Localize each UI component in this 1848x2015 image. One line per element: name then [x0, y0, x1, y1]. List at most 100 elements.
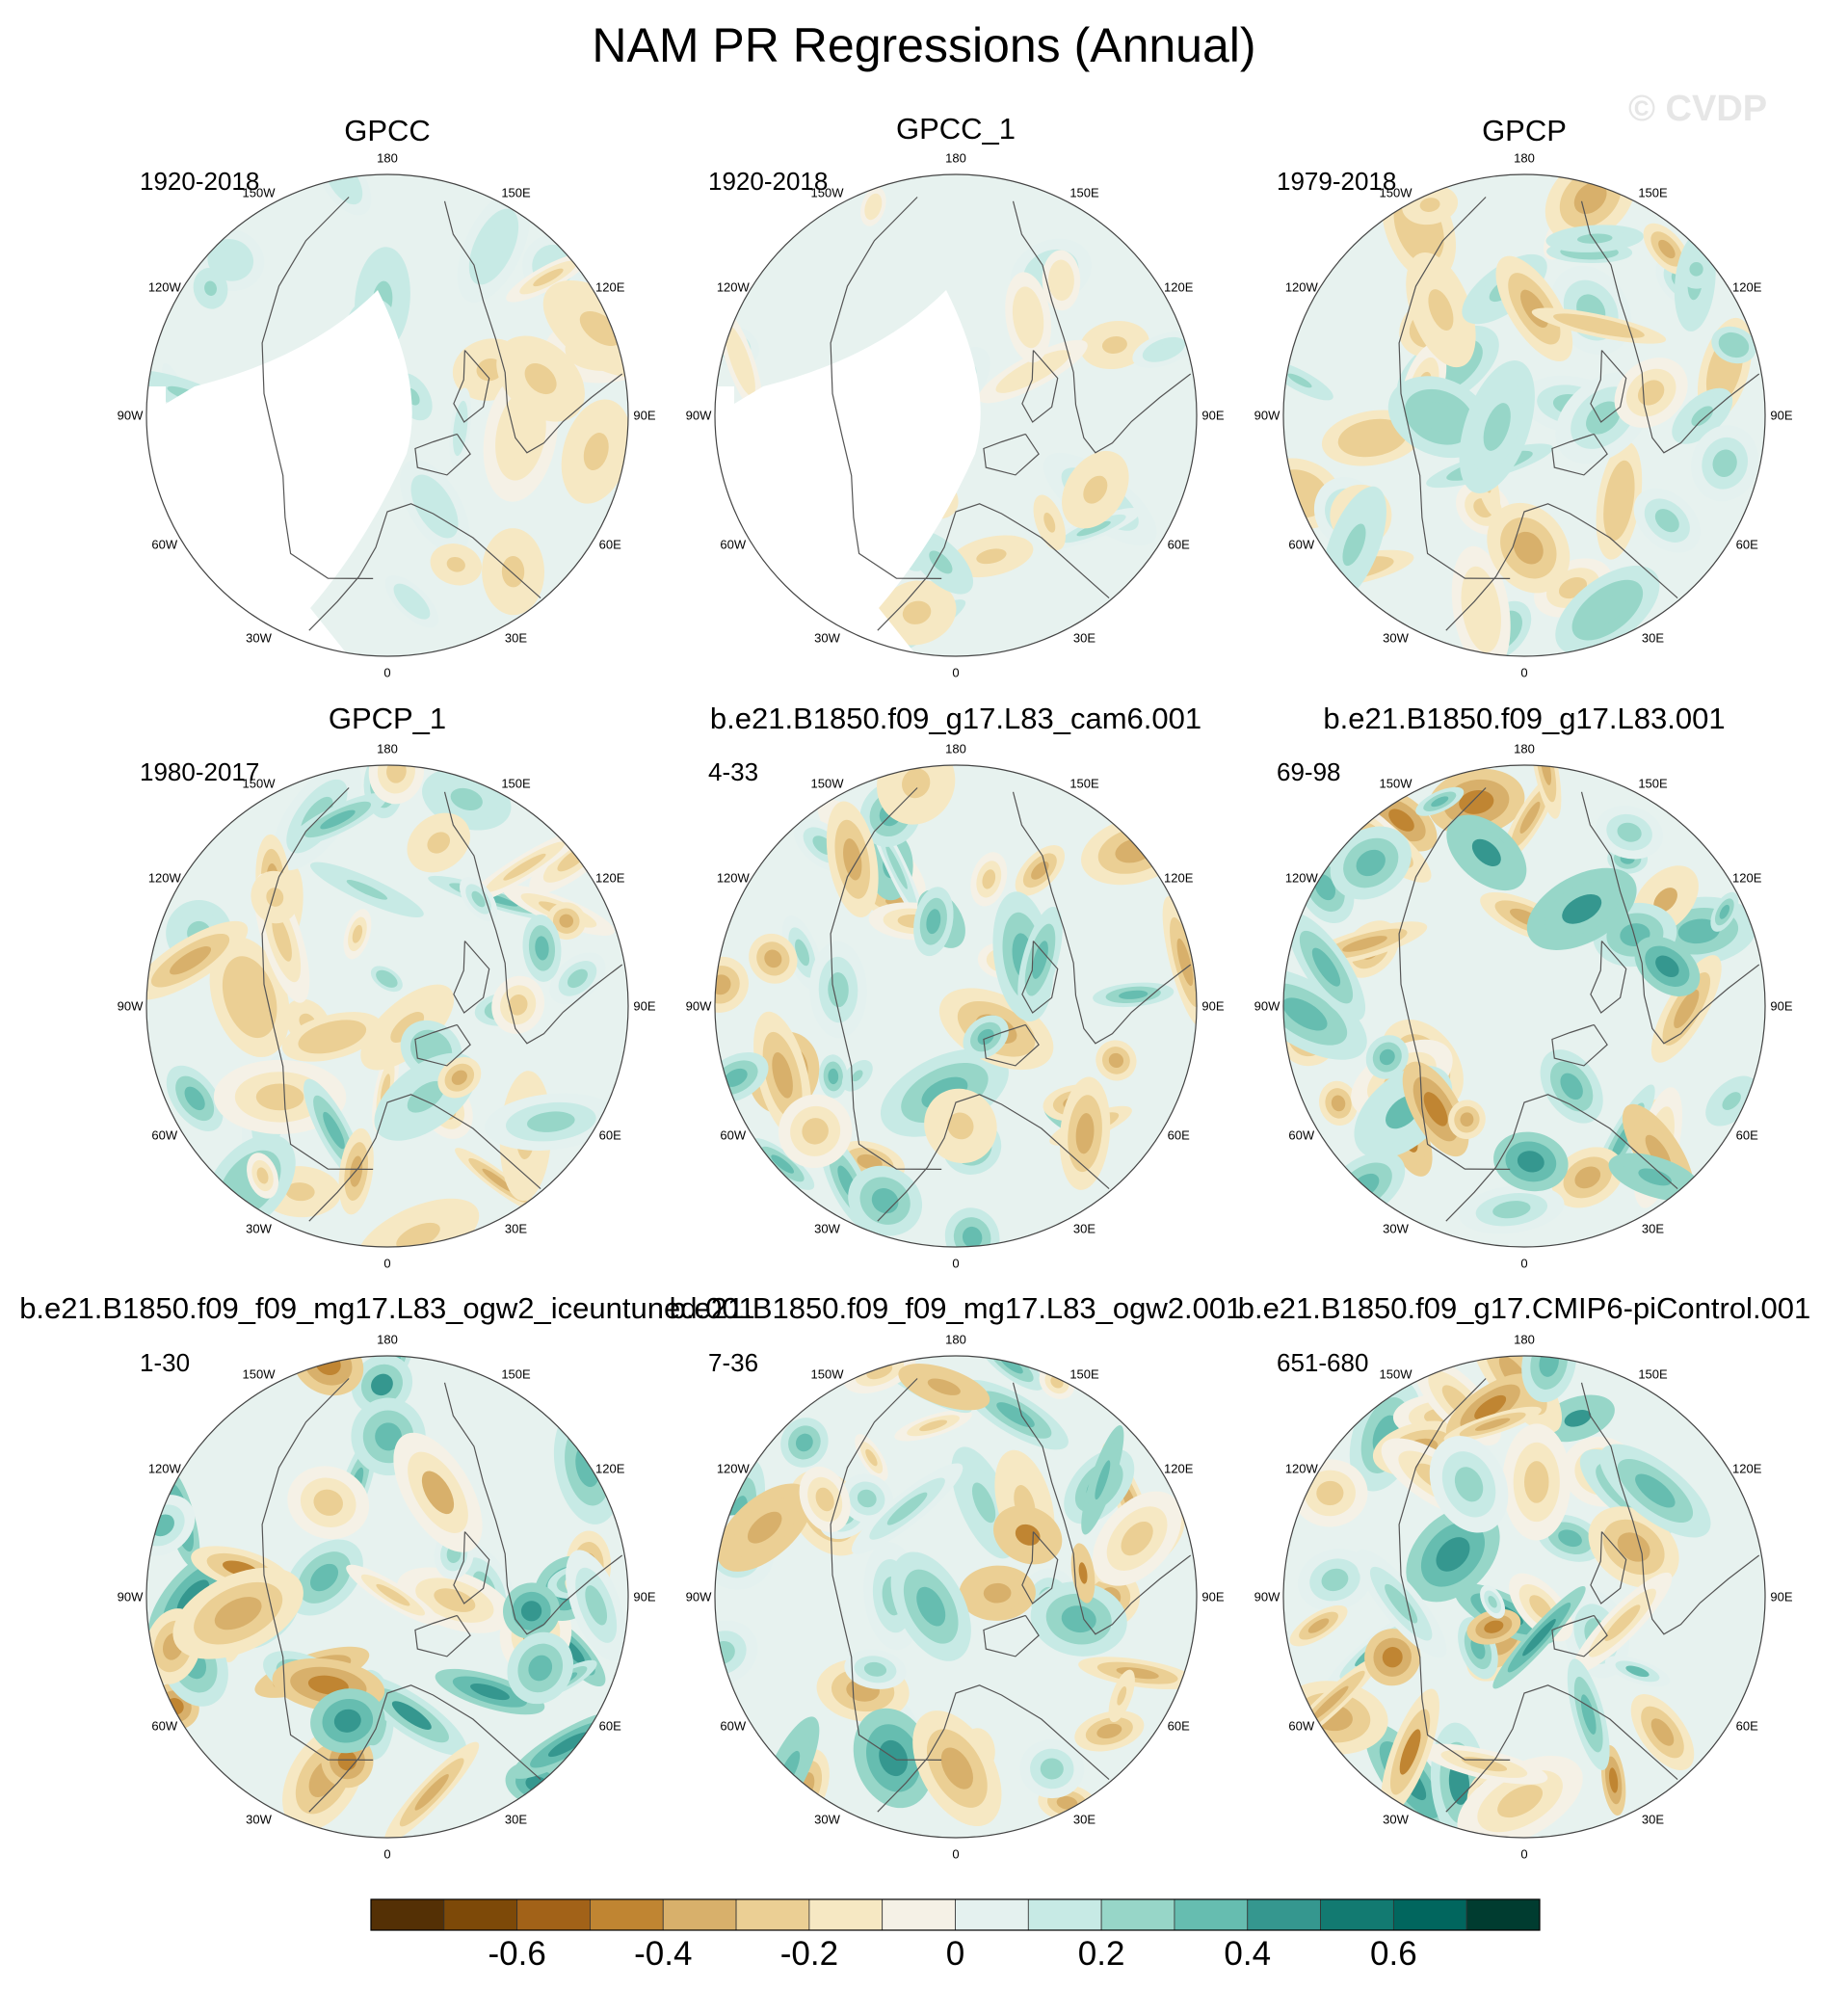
wet-anomaly-region — [1564, 1410, 1592, 1427]
coastline — [1445, 503, 1678, 631]
wet-anomaly-region — [407, 1080, 445, 1113]
longitude-label: 90E — [1770, 408, 1793, 423]
wet-anomaly-region — [929, 550, 953, 574]
coastline — [453, 941, 490, 1014]
wet-anomaly-region — [1691, 406, 1714, 427]
dry-anomaly-region — [1513, 531, 1544, 565]
map-border — [714, 764, 1198, 1248]
coastline — [1012, 791, 1192, 1045]
longitude-label: 150W — [242, 185, 276, 200]
dry-anomaly-region — [508, 994, 528, 1016]
coastline — [443, 1382, 623, 1635]
longitude-label: 0 — [952, 665, 960, 680]
coastline — [1551, 1614, 1608, 1657]
coastline — [1551, 1023, 1608, 1067]
wet-anomaly-region — [886, 1492, 928, 1525]
colorbar-swatch — [590, 1898, 664, 1931]
longitude-label: 60E — [598, 537, 621, 551]
wet-anomaly-region — [381, 973, 393, 984]
dry-anomaly-region — [1056, 1795, 1078, 1810]
longitude-label: 60W — [151, 537, 178, 551]
wet-anomaly-region — [1095, 1460, 1111, 1500]
longitude-label: 60W — [720, 1718, 747, 1733]
colorbar-swatch — [662, 1898, 737, 1931]
longitude-label: 150W — [242, 1366, 276, 1382]
wet-anomaly-region — [1152, 342, 1175, 357]
longitude-label: 60W — [720, 537, 747, 551]
wet-anomaly-region — [320, 809, 356, 830]
wet-anomaly-region — [420, 1039, 443, 1061]
wet-anomaly-region — [1488, 1596, 1497, 1608]
dry-anomaly-region — [559, 914, 574, 928]
colorbar-swatch — [443, 1898, 518, 1931]
coastline — [1021, 941, 1059, 1014]
wet-anomaly-region — [1483, 403, 1511, 451]
missing-data-ocean — [146, 290, 412, 656]
wet-anomaly-region — [1635, 1473, 1676, 1508]
coastline — [1580, 791, 1760, 1045]
wet-anomaly-region — [771, 1154, 795, 1174]
longitude-label: 30E — [1072, 1812, 1096, 1827]
longitude-label: 30E — [1072, 1221, 1096, 1236]
dry-anomaly-region — [1342, 936, 1387, 952]
dry-anomaly-region — [434, 1588, 476, 1612]
panel-title: GPCP_1 — [328, 702, 447, 735]
dry-anomaly-region — [1610, 479, 1627, 522]
longitude-label: 60E — [1735, 1127, 1758, 1142]
longitude-label: 150E — [501, 1366, 531, 1382]
colorbar-swatch — [1100, 1898, 1175, 1931]
panel-title: b.e21.B1850.f09_g17.CMIP6-piControl.001 — [1237, 1291, 1811, 1325]
map-border — [145, 764, 629, 1248]
longitude-label: 150E — [501, 776, 531, 791]
longitude-label: 90W — [1254, 408, 1280, 423]
panel-period: 7-36 — [708, 1348, 759, 1377]
dry-anomaly-region — [427, 832, 451, 854]
wet-anomaly-region — [916, 1586, 946, 1627]
colorbar-tick-label: 0.4 — [1224, 1935, 1272, 1973]
wet-anomaly-region — [962, 1226, 983, 1247]
polar-map-panel — [145, 1355, 629, 1839]
longitude-label: 120E — [595, 870, 625, 885]
dry-anomaly-region — [1419, 198, 1440, 212]
panel-period: 4-33 — [708, 757, 759, 786]
wet-anomaly-region — [1311, 947, 1341, 987]
longitude-label: 120W — [1284, 870, 1318, 885]
panel-period: 1979-2018 — [1277, 167, 1397, 196]
coastline — [830, 197, 942, 579]
coastline — [1590, 1531, 1627, 1604]
longitude-label: 120W — [716, 870, 750, 885]
wet-anomaly-region — [450, 787, 483, 810]
dry-anomaly-region — [390, 1012, 425, 1044]
coastline — [1012, 1382, 1192, 1635]
wet-anomaly-region — [480, 226, 508, 267]
dry-anomaly-region — [266, 888, 284, 907]
longitude-label: 120W — [716, 1461, 750, 1475]
dry-anomaly-region — [583, 433, 609, 471]
wet-anomaly-region — [184, 1086, 205, 1111]
dry-anomaly-region — [1459, 789, 1494, 814]
dry-anomaly-region — [314, 1027, 351, 1047]
longitude-label: 90W — [117, 1589, 144, 1604]
dry-anomaly-region — [1015, 1524, 1041, 1546]
longitude-label: 90W — [685, 408, 712, 423]
coastline — [1398, 1378, 1511, 1761]
longitude-label: 120E — [1164, 279, 1194, 294]
coastline — [453, 1531, 490, 1604]
wet-anomaly-region — [1040, 1758, 1064, 1780]
dry-anomaly-region — [1083, 475, 1108, 504]
longitude-label: 150W — [1379, 1366, 1412, 1382]
coastline — [1012, 200, 1192, 454]
figure-title: NAM PR Regressions (Annual) — [592, 18, 1256, 72]
dry-anomaly-region — [503, 853, 546, 881]
longitude-label: 0 — [383, 1846, 391, 1862]
wet-anomaly-region — [391, 1701, 432, 1730]
wet-anomaly-region — [1655, 955, 1679, 978]
longitude-label: 150E — [1069, 776, 1099, 791]
dry-anomaly-region — [1354, 428, 1391, 448]
dry-anomaly-region — [1054, 269, 1069, 292]
dry-anomaly-region — [501, 555, 525, 588]
coastline — [414, 433, 471, 476]
longitude-label: 180 — [945, 150, 966, 166]
longitude-label: 120E — [1164, 870, 1194, 885]
